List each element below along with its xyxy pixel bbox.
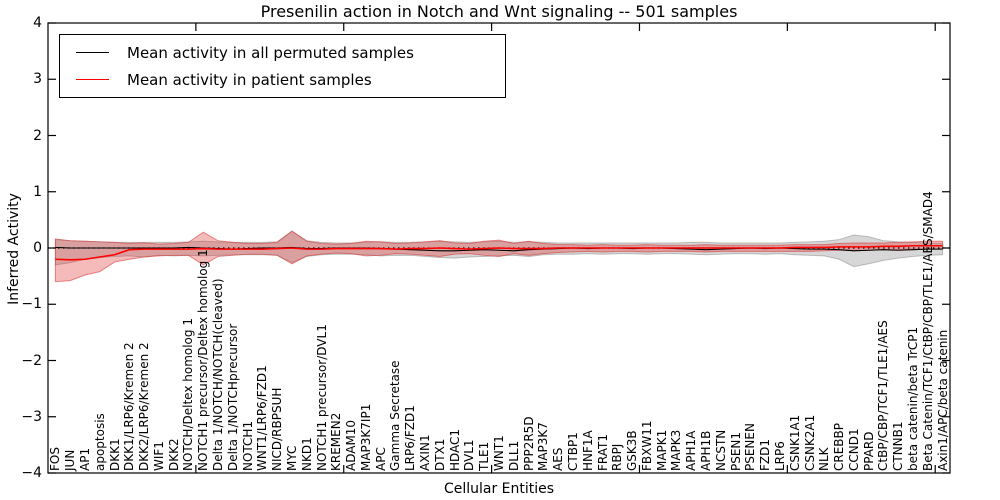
x-tick-label: beta catenin/beta TrCP1: [906, 326, 921, 471]
legend-item-permuted: Mean activity in all permuted samples: [60, 44, 505, 62]
y-tick-label: −4: [21, 465, 42, 481]
x-tick-label: MYC: [284, 445, 299, 471]
x-tick-label: NOTCH1 precursor/Deltex homolog 1: [196, 249, 211, 471]
x-tick-label: DVL1: [462, 439, 477, 471]
x-tick-label: DTX1: [432, 438, 447, 471]
x-tick-label: Gamma Secretase: [388, 360, 403, 471]
x-tick-label: PPARD: [861, 431, 876, 472]
y-tick-label: 2: [33, 127, 42, 144]
legend: Mean activity in all permuted samples Me…: [59, 34, 506, 98]
x-tick-label: NOTCH1: [240, 420, 255, 471]
y-tick-label: 3: [33, 71, 42, 88]
x-tick-label: FOS: [48, 447, 63, 471]
x-tick-label: MAPK3: [669, 429, 684, 471]
x-tick-label: LRP6/FZD1: [403, 405, 418, 471]
x-tick-label: APH1A: [684, 430, 699, 471]
x-tick-label: NKD1: [299, 437, 314, 471]
x-tick-label: Delta 1/NOTCHprecursor: [225, 323, 240, 471]
x-tick-label: ADAM10: [344, 419, 359, 471]
x-tick-label: NLK: [817, 447, 832, 471]
x-tick-label: NCSTN: [713, 429, 728, 471]
legend-item-patient: Mean activity in patient samples: [60, 71, 505, 89]
x-tick-label: HNF1A: [580, 430, 595, 471]
y-tick-label: −2: [21, 352, 42, 369]
x-tick-label: DKK1: [107, 438, 122, 471]
x-tick-label: DKK2: [166, 438, 181, 471]
x-tick-label: WNT1: [492, 435, 506, 471]
x-tick-label: Axin1/APC/beta catenin: [935, 329, 950, 471]
x-tick-label: NICD/RBPSUH: [270, 387, 285, 471]
x-tick-label: CREBBP: [832, 423, 847, 471]
x-tick-label: JUN: [63, 449, 78, 471]
x-tick-label: CTNNB1: [891, 421, 906, 471]
x-axis-label: Cellular Entities: [443, 481, 555, 497]
patient-band: [54, 230, 944, 283]
x-tick-label: PSENEN: [743, 423, 758, 471]
x-tick-label: FZD1: [758, 439, 773, 471]
x-tick-label: AP1: [77, 447, 92, 471]
x-tick-label: HDAC1: [447, 428, 462, 471]
x-tick-label: Beta Catenin/TCF1/CtBP/CBP/TLE1/AES/SMAD…: [920, 191, 935, 471]
x-tick-label: PPP2R5D: [521, 416, 536, 471]
patient-line-sample-icon: [76, 79, 109, 80]
x-tick-label: DKK2/LRP6/Kremen 2: [137, 342, 152, 471]
y-tick-label: 4: [33, 15, 42, 31]
x-tick-label: NOTCH/Deltex homolog 1: [181, 318, 196, 471]
y-tick-label: 0: [33, 240, 42, 256]
y-tick-label: −1: [21, 296, 42, 313]
chart-title: Presenilin action in Notch and Wnt signa…: [260, 2, 738, 21]
x-tick-label: apoptosis: [92, 413, 107, 471]
permuted-line-sample-icon: [76, 52, 109, 53]
legend-label-permuted: Mean activity in all permuted samples: [127, 43, 414, 62]
x-tick-label: MAPK1: [654, 429, 669, 471]
x-tick-label: GSK3B: [625, 430, 640, 471]
x-tick-label: DKK1/LRP6/Kremen 2: [122, 342, 137, 471]
x-tick-label: LRP6: [772, 441, 787, 471]
patient-mean-line: [55, 244, 943, 261]
x-tick-label: DLL1: [506, 440, 521, 471]
x-tick-label: WNT1/LRP6/FZD1: [255, 365, 270, 471]
x-tick-label: PSEN1: [728, 431, 743, 471]
x-tick-label: TLE1: [477, 441, 492, 471]
x-tick-label: RBPJ: [610, 443, 625, 471]
y-tick-label: −3: [21, 408, 42, 425]
x-tick-label: MAP3K7IP1: [358, 403, 373, 471]
x-tick-label: CTBP1: [565, 432, 580, 471]
x-tick-label: AXIN1: [418, 434, 433, 471]
x-tick-label: APC: [373, 447, 388, 471]
x-tick-label: CtBP/CBP/TCF1/TLE1/AES: [876, 320, 891, 471]
x-tick-label: CCND1: [846, 428, 861, 471]
x-tick-label: FBXW11: [639, 420, 654, 472]
legend-label-patient: Mean activity in patient samples: [127, 70, 372, 89]
x-tick-label: WIF1: [151, 441, 166, 471]
x-tick-label: FRAT1: [595, 434, 610, 471]
x-tick-label: NOTCH1 precursor/DVL1: [314, 324, 329, 471]
x-tick-label: APH1B: [699, 430, 714, 471]
x-tick-label: CSNK1A1: [787, 414, 802, 471]
x-tick-label: CSNK2A1: [802, 414, 817, 471]
y-tick-label: 1: [33, 183, 42, 200]
x-tick-label: Delta 1/NOTCH/NOTCH(cleaved): [211, 278, 226, 471]
x-tick-label: MAP3K7: [536, 422, 551, 471]
x-tick-label: AES: [551, 447, 566, 471]
x-tick-label: KREMEN2: [329, 412, 344, 471]
